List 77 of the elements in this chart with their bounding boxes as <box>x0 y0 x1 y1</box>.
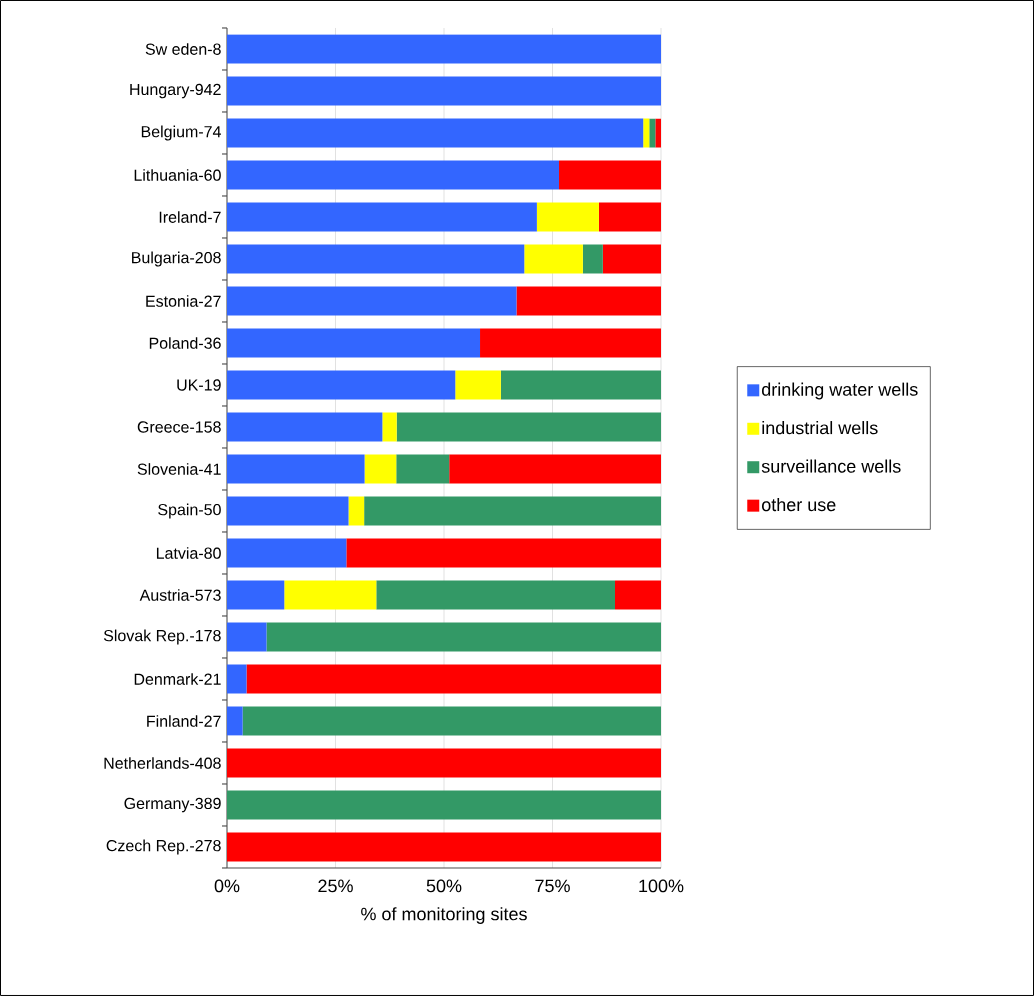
bar <box>227 622 267 652</box>
y-tick-label: Latvia-80 <box>156 547 221 559</box>
bar <box>227 286 517 316</box>
bar <box>649 118 656 148</box>
y-tick-label: Belgium-74 <box>141 125 221 141</box>
bar <box>246 664 661 694</box>
x-tick-label: 75% <box>535 879 570 893</box>
bar <box>227 454 365 484</box>
bar <box>376 580 615 610</box>
y-tick-label: Denmark-21 <box>134 673 221 685</box>
x-tick-label: 100% <box>639 879 684 893</box>
y-tick-label: Finland-27 <box>147 715 221 727</box>
y-tick-label: UK-19 <box>177 379 221 391</box>
bar <box>227 748 661 778</box>
legend-label: drinking water wells <box>762 382 918 400</box>
y-tick-label: Bulgaria-208 <box>132 251 221 267</box>
bar <box>364 454 397 484</box>
bar <box>227 832 661 862</box>
bar <box>227 580 285 610</box>
y-tick-label: Ireland-7 <box>159 211 221 223</box>
bar <box>524 244 583 274</box>
y-tick-label: Estonia-27 <box>146 295 221 307</box>
legend-label: other use <box>762 497 836 512</box>
y-tick-label: Poland-36 <box>149 337 221 349</box>
legend-label: industrial wells <box>762 421 878 435</box>
x-tick-label: 0% <box>214 879 240 893</box>
bar <box>615 580 661 610</box>
bar <box>227 790 661 820</box>
bar <box>266 622 661 652</box>
x-tick-label: 25% <box>318 879 353 893</box>
bar <box>449 454 661 484</box>
bar <box>284 580 377 610</box>
bar <box>227 706 243 736</box>
bar <box>455 370 501 400</box>
bar <box>348 496 365 526</box>
bar <box>480 328 661 358</box>
y-tick-label: Czech Rep.-278 <box>106 839 221 855</box>
bar <box>227 202 537 232</box>
bar <box>396 454 450 484</box>
bar <box>227 118 644 148</box>
y-tick-label: Netherlands-408 <box>104 757 221 769</box>
bar <box>643 118 650 148</box>
y-tick-label: Austria-573 <box>139 589 221 601</box>
y-tick-label: Hungary-942 <box>130 83 221 99</box>
bar <box>364 496 661 526</box>
y-tick-label: Slovak Rep.-178 <box>103 629 221 645</box>
bar <box>227 538 347 568</box>
x-axis-title: % of monitoring sites <box>361 907 527 924</box>
bar <box>227 370 456 400</box>
y-tick-label: Spain-50 <box>158 503 221 519</box>
bar <box>227 160 560 190</box>
bar <box>582 244 603 274</box>
bar <box>227 412 383 442</box>
bar <box>227 496 349 526</box>
bar <box>382 412 397 442</box>
bar <box>396 412 661 442</box>
y-tick-label: Greece-158 <box>137 421 221 433</box>
bar <box>346 538 661 568</box>
bar <box>500 370 661 400</box>
bar <box>227 664 247 694</box>
y-tick-label: Germany-389 <box>124 797 221 813</box>
legend-label: surveillance wells <box>761 459 901 473</box>
bar <box>536 202 599 232</box>
bar <box>242 706 661 736</box>
y-tick-label: Slovenia-41 <box>137 463 221 475</box>
x-tick-label: 50% <box>426 879 462 893</box>
bar <box>227 76 661 106</box>
bar <box>227 244 525 274</box>
bar <box>516 286 661 316</box>
bar <box>655 118 661 148</box>
bar <box>602 244 661 274</box>
bar <box>598 202 661 232</box>
y-tick-label: Lithuania-60 <box>134 169 221 181</box>
bar <box>227 328 481 358</box>
bar <box>227 34 661 64</box>
bar <box>559 160 661 190</box>
y-tick-label: Sw eden-8 <box>145 43 221 55</box>
